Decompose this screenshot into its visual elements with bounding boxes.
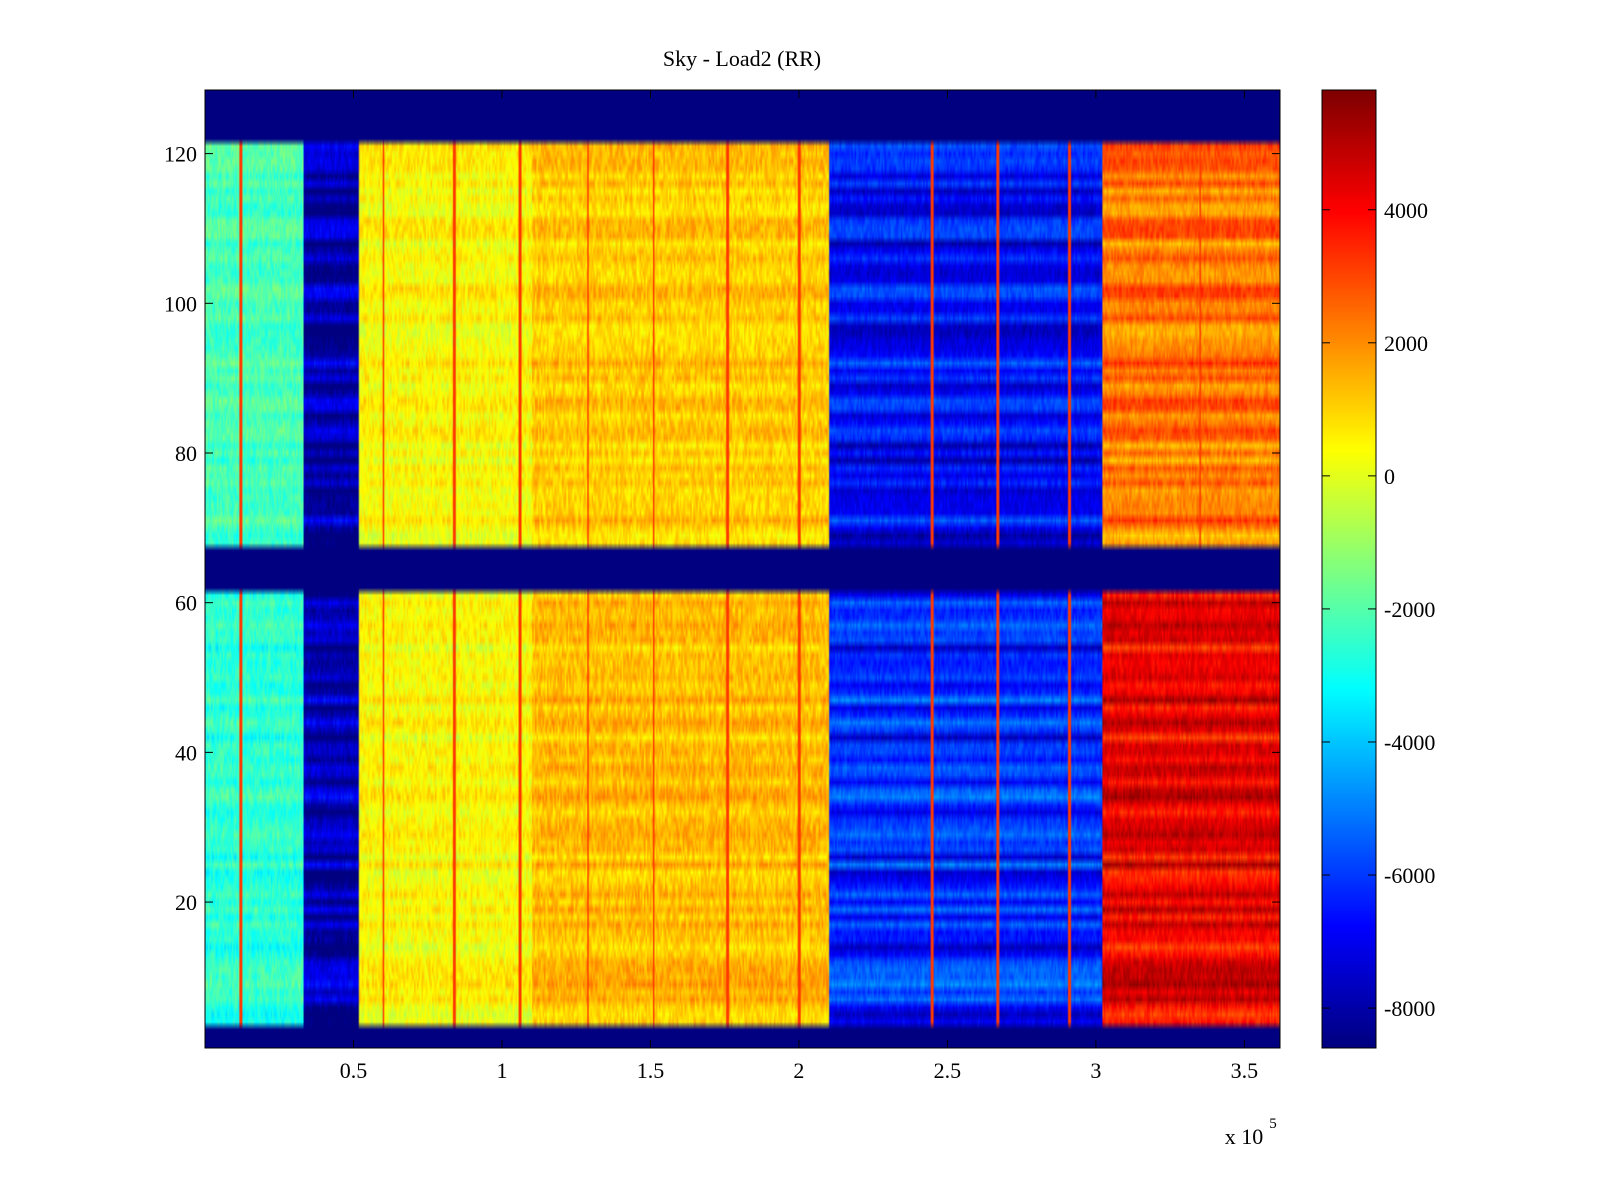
x-tick-label: 3.5 (1231, 1058, 1259, 1083)
y-tick-label: 20 (175, 890, 197, 915)
x-tick-label: 1 (496, 1058, 507, 1083)
y-tick-label: 120 (164, 142, 197, 167)
colorbar-tick-label: 2000 (1384, 331, 1428, 356)
colorbar-axis: 4000 2000 0 -2000 -4000 -6000 -8000 (1322, 198, 1435, 1021)
colorbar-tick-label: -6000 (1384, 863, 1435, 888)
chart-title: Sky - Load2 (RR) (663, 46, 821, 71)
y-axis: 20 40 60 80 100 120 (164, 142, 1280, 915)
y-tick-label: 60 (175, 591, 197, 616)
x-tick-label: 1.5 (637, 1058, 665, 1083)
x-multiplier-exponent: 5 (1269, 1116, 1277, 1132)
heatmap-image (205, 90, 1280, 1048)
colorbar-frame (1321, 89, 1377, 1049)
colorbar-tick-label: -8000 (1384, 996, 1435, 1021)
colorbar-tick-label: -2000 (1384, 597, 1435, 622)
plot-frame (204, 89, 1281, 1049)
x-axis: 0.5 1 1.5 2 2.5 3 3.5 (340, 90, 1258, 1083)
colorbar-image (1322, 90, 1376, 1048)
colorbar-tick-label: 0 (1384, 464, 1395, 489)
colorbar-tick-label: -4000 (1384, 730, 1435, 755)
x-multiplier-label: x 10 (1225, 1124, 1264, 1149)
colorbar: 4000 2000 0 -2000 -4000 -6000 -8000 (1321, 89, 1435, 1049)
x-tick-label: 2 (793, 1058, 804, 1083)
x-tick-label: 2.5 (934, 1058, 962, 1083)
y-tick-label: 80 (175, 441, 197, 466)
colorbar-tick-label: 4000 (1384, 198, 1428, 223)
heatmap-plot (204, 89, 1281, 1049)
y-tick-label: 40 (175, 740, 197, 765)
x-tick-label: 0.5 (340, 1058, 368, 1083)
y-tick-label: 100 (164, 291, 197, 316)
x-tick-label: 3 (1090, 1058, 1101, 1083)
